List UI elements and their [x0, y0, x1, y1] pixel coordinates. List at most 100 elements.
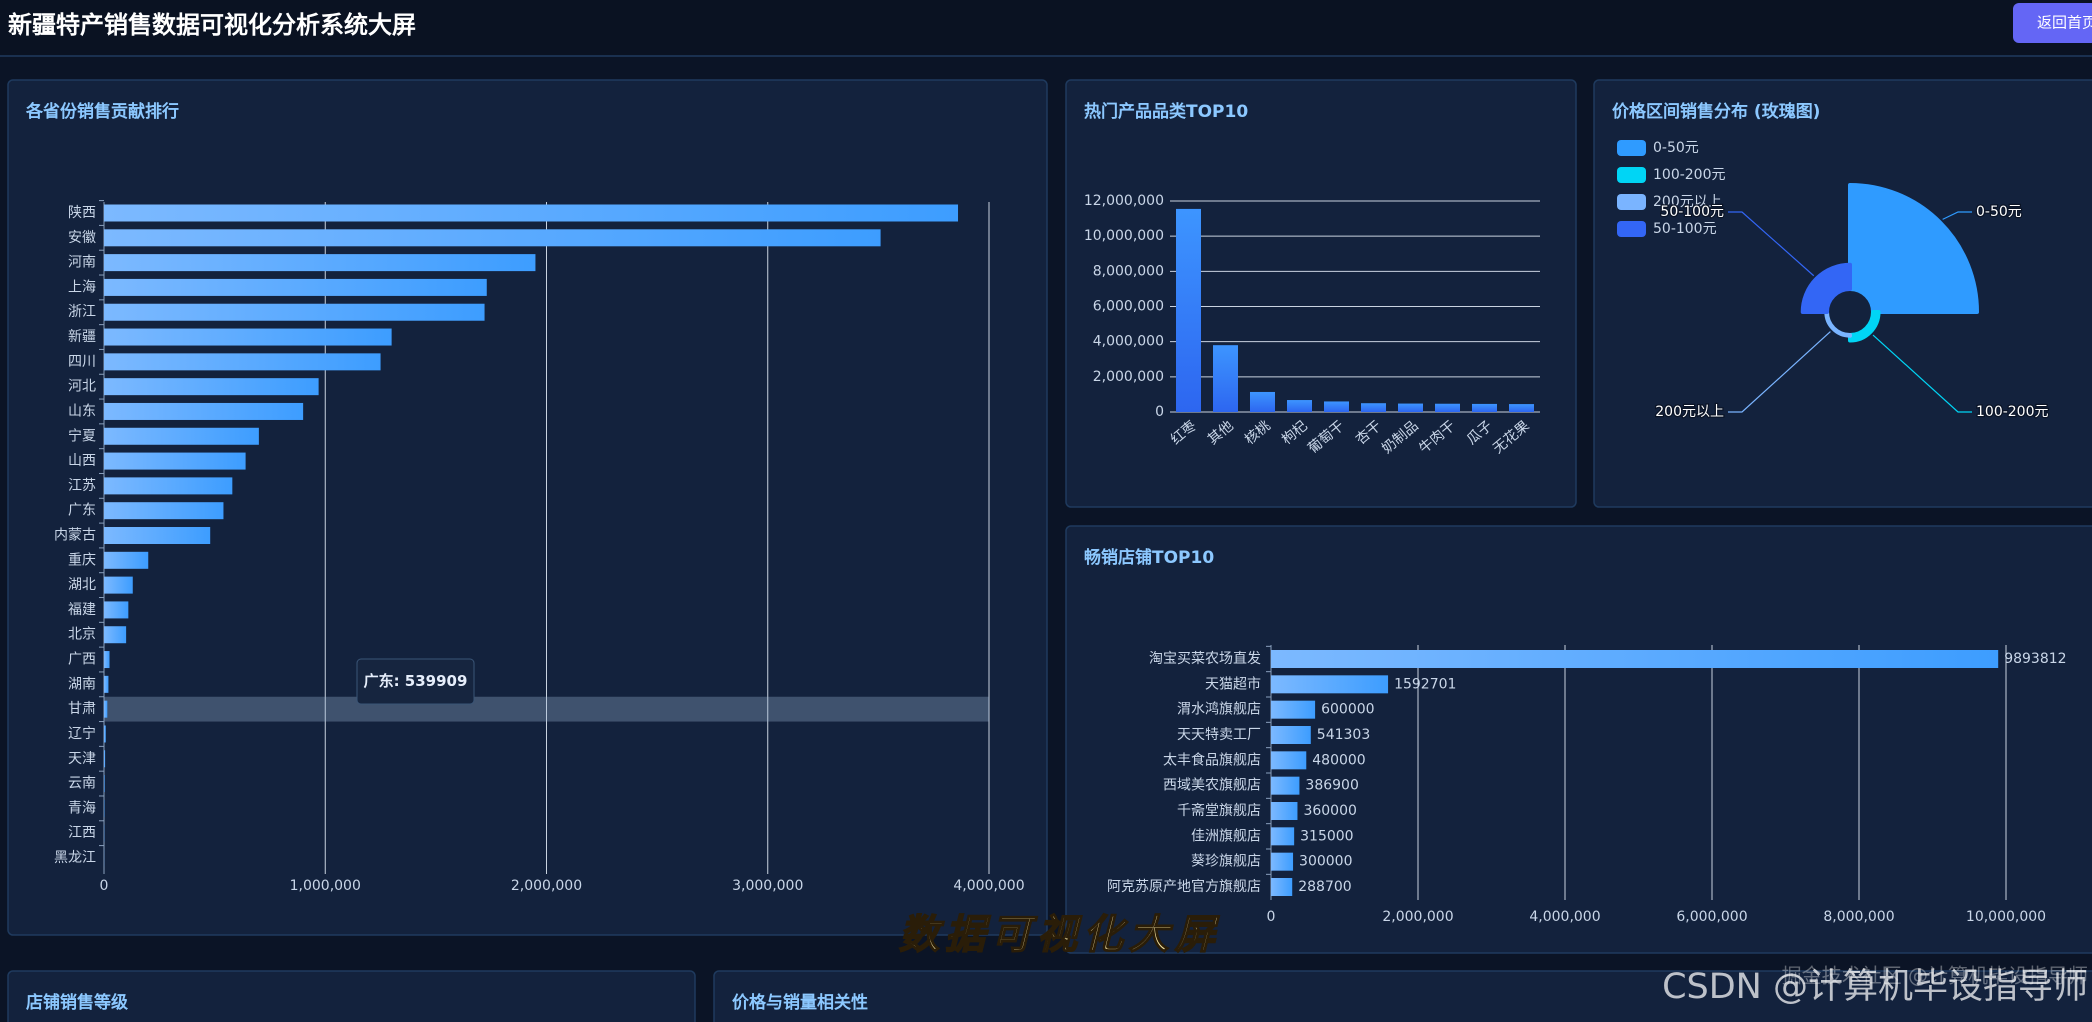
- x-tick-label: 3,000,000: [732, 878, 803, 894]
- y-tick-label: 淘宝买菜农场直发: [1149, 650, 1261, 667]
- bar: [104, 502, 224, 520]
- legend-label: 0-50元: [1653, 140, 1699, 156]
- bar: [104, 551, 149, 569]
- bar: [104, 601, 129, 619]
- bar: [104, 229, 881, 247]
- y-tick-label: 8,000,000: [1093, 263, 1164, 279]
- slice-label: 200元以上: [1655, 404, 1724, 420]
- legend-label: 200元以上: [1653, 194, 1722, 210]
- bar: [104, 700, 108, 718]
- x-tick-label: 4,000,000: [1529, 909, 1600, 925]
- y-tick-label: 重庆: [68, 552, 96, 568]
- y-tick-label: 甘肃: [68, 701, 96, 717]
- y-tick-label: 天津: [68, 751, 96, 767]
- bar: [1435, 403, 1460, 412]
- bar: [1271, 726, 1311, 744]
- data-label: 288700: [1298, 879, 1351, 895]
- y-tick-label: 0: [1155, 404, 1164, 420]
- x-tick-label: 10,000,000: [1966, 909, 2046, 925]
- leader-line: [1872, 334, 1972, 413]
- page-title: 新疆特产销售数据可视化分析系统大屏: [8, 11, 416, 39]
- bar: [104, 328, 392, 346]
- bar: [104, 278, 487, 296]
- data-label: 315000: [1300, 828, 1353, 844]
- y-tick-label: 千斋堂旗舰店: [1177, 802, 1261, 819]
- panel-title: 热门产品品类TOP10: [1084, 101, 1248, 122]
- rose-slice: [1800, 262, 1852, 314]
- bar: [1271, 700, 1316, 719]
- y-tick-label: 渭水鸿旗舰店: [1177, 701, 1261, 718]
- panel-title: 畅销店铺TOP10: [1084, 547, 1214, 568]
- y-tick-label: 阿克苏原产地官方旗舰店: [1107, 879, 1261, 895]
- bar: [104, 204, 959, 222]
- bar: [1271, 650, 1999, 668]
- bar: [1271, 827, 1295, 846]
- panel: [1593, 79, 2092, 508]
- y-tick-label: 四川: [68, 354, 96, 370]
- bar: [1271, 751, 1307, 770]
- header-bar: [0, 0, 2092, 56]
- data-label: 360000: [1303, 803, 1356, 819]
- y-tick-label: 西域美农旗舰店: [1163, 778, 1261, 794]
- y-tick-label: 河南: [68, 255, 96, 271]
- y-tick-label: 10,000,000: [1084, 228, 1164, 244]
- panel: [7, 970, 696, 1022]
- x-tick-label: 4,000,000: [953, 878, 1024, 894]
- x-tick-label: 0: [1267, 909, 1276, 925]
- y-tick-label: 上海: [68, 279, 96, 295]
- y-tick-label: 内蒙古: [54, 528, 96, 544]
- bar: [104, 452, 246, 470]
- y-tick-label: 江西: [68, 825, 96, 841]
- y-tick-label: 山东: [68, 403, 96, 419]
- y-tick-label: 安徽: [68, 230, 96, 246]
- panel: [1065, 525, 2092, 954]
- y-tick-label: 黑龙江: [54, 850, 96, 866]
- data-label: 386900: [1305, 778, 1358, 794]
- bar: [104, 626, 127, 644]
- legend-swatch: [1617, 140, 1646, 156]
- y-tick-label: 2,000,000: [1093, 369, 1164, 385]
- y-tick-label: 新疆: [68, 329, 96, 345]
- data-label: 300000: [1299, 854, 1352, 870]
- slice-label: 0-50元: [1976, 204, 2022, 220]
- bar: [104, 775, 105, 793]
- data-label: 480000: [1312, 752, 1365, 768]
- bar: [1472, 403, 1497, 412]
- y-tick-label: 4,000,000: [1093, 334, 1164, 350]
- bar: [104, 651, 110, 669]
- y-tick-label: 北京: [68, 627, 96, 643]
- y-tick-label: 佳洲旗舰店: [1191, 828, 1261, 844]
- bar: [1287, 400, 1312, 412]
- bar: [1271, 802, 1298, 820]
- bar: [1250, 391, 1275, 412]
- y-tick-label: 广东: [68, 503, 96, 519]
- x-tick-label: 6,000,000: [1676, 909, 1747, 925]
- home-button[interactable]: [2013, 3, 2092, 43]
- y-tick-label: 江苏: [68, 478, 96, 494]
- legend-swatch: [1617, 167, 1646, 183]
- bar: [104, 353, 381, 371]
- y-tick-label: 青海: [68, 800, 96, 816]
- y-tick-label: 宁夏: [68, 427, 96, 444]
- bar: [104, 527, 211, 544]
- x-tick-label: 2,000,000: [1382, 909, 1453, 925]
- bar: [1361, 403, 1386, 412]
- leader-line: [1728, 331, 1831, 413]
- data-label: 9893812: [2004, 651, 2066, 667]
- rose-slice: [1848, 183, 1979, 314]
- bar: [1271, 852, 1294, 871]
- data-label: 1592701: [1394, 676, 1456, 692]
- y-tick-label: 山西: [68, 453, 96, 469]
- bar: [1213, 345, 1238, 412]
- bar: [104, 750, 106, 768]
- watermark: 数据可视化大屏: [899, 911, 1221, 958]
- bar: [1509, 404, 1534, 412]
- slice-label: 50-100元: [1660, 204, 1724, 220]
- home-button-label[interactable]: 返回首页: [2037, 14, 2092, 32]
- rose-slice: [1848, 310, 1881, 343]
- slice-label: 100-200元: [1976, 404, 2049, 420]
- bar: [104, 675, 109, 693]
- bar: [104, 378, 319, 396]
- y-tick-label: 云南: [68, 776, 96, 792]
